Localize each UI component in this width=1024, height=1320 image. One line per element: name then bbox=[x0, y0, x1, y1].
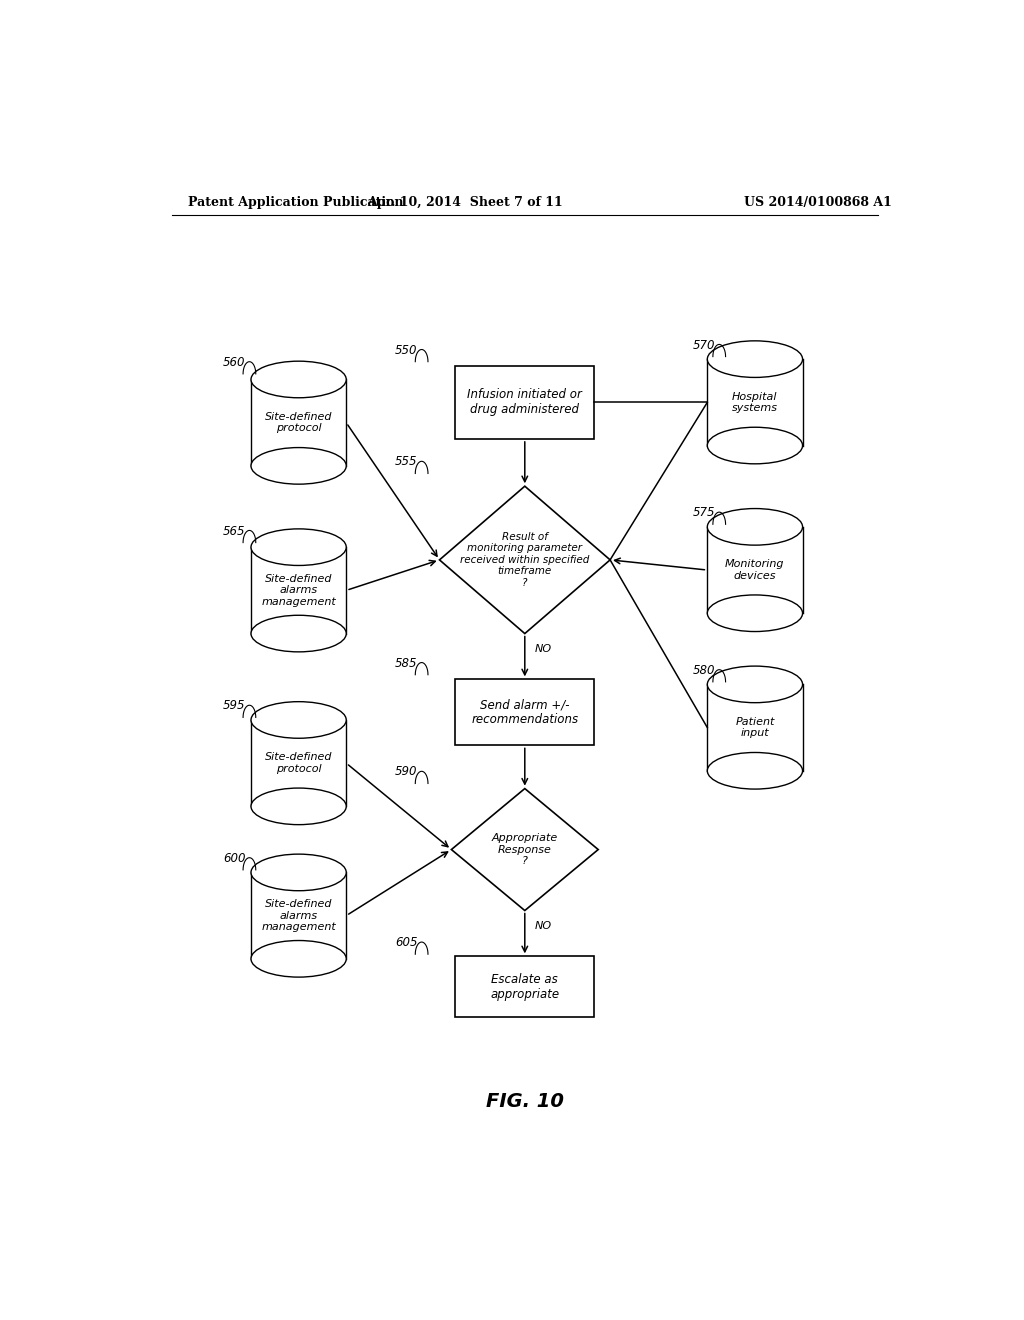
Text: 550: 550 bbox=[395, 343, 418, 356]
Text: US 2014/0100868 A1: US 2014/0100868 A1 bbox=[744, 195, 892, 209]
Text: FIG. 10: FIG. 10 bbox=[485, 1092, 564, 1111]
Bar bbox=[456, 680, 594, 746]
Text: NO: NO bbox=[535, 921, 552, 931]
Text: 600: 600 bbox=[223, 851, 246, 865]
Ellipse shape bbox=[251, 447, 346, 484]
FancyBboxPatch shape bbox=[251, 719, 346, 807]
Text: Result of
monitoring parameter
received within specified
timeframe
?: Result of monitoring parameter received … bbox=[460, 532, 590, 589]
Text: Escalate as
appropriate: Escalate as appropriate bbox=[490, 973, 559, 1001]
FancyBboxPatch shape bbox=[251, 873, 346, 958]
Text: Patent Application Publication: Patent Application Publication bbox=[187, 195, 403, 209]
Text: 555: 555 bbox=[395, 455, 418, 469]
Polygon shape bbox=[452, 788, 598, 911]
Ellipse shape bbox=[251, 854, 346, 891]
Text: Site-defined
alarms
management: Site-defined alarms management bbox=[261, 899, 336, 932]
Text: 575: 575 bbox=[693, 507, 715, 519]
Ellipse shape bbox=[708, 595, 803, 631]
Text: Hospital
systems: Hospital systems bbox=[732, 392, 778, 413]
FancyBboxPatch shape bbox=[251, 548, 346, 634]
Text: 595: 595 bbox=[223, 700, 246, 713]
Text: 560: 560 bbox=[223, 356, 246, 368]
Ellipse shape bbox=[251, 788, 346, 825]
Ellipse shape bbox=[251, 362, 346, 397]
Ellipse shape bbox=[708, 508, 803, 545]
Text: Appropriate
Response
?: Appropriate Response ? bbox=[492, 833, 558, 866]
Ellipse shape bbox=[251, 702, 346, 738]
Polygon shape bbox=[439, 486, 610, 634]
Text: Infusion initiated or
drug administered: Infusion initiated or drug administered bbox=[467, 388, 583, 416]
Ellipse shape bbox=[708, 667, 803, 702]
Ellipse shape bbox=[708, 428, 803, 463]
Text: NO: NO bbox=[535, 644, 552, 653]
Bar bbox=[456, 366, 594, 440]
Text: 590: 590 bbox=[395, 766, 418, 779]
Text: Site-defined
protocol: Site-defined protocol bbox=[265, 752, 333, 774]
Ellipse shape bbox=[251, 941, 346, 977]
Text: Monitoring
devices: Monitoring devices bbox=[725, 560, 784, 581]
Text: 570: 570 bbox=[693, 338, 715, 351]
Text: Patient
input: Patient input bbox=[735, 717, 774, 738]
Bar bbox=[456, 956, 594, 1018]
Ellipse shape bbox=[708, 752, 803, 789]
FancyBboxPatch shape bbox=[708, 527, 803, 614]
Ellipse shape bbox=[251, 529, 346, 565]
Text: 565: 565 bbox=[223, 524, 246, 537]
FancyBboxPatch shape bbox=[251, 379, 346, 466]
Ellipse shape bbox=[708, 341, 803, 378]
FancyBboxPatch shape bbox=[708, 684, 803, 771]
Text: Site-defined
protocol: Site-defined protocol bbox=[265, 412, 333, 433]
Text: 580: 580 bbox=[693, 664, 715, 677]
Text: 605: 605 bbox=[395, 936, 418, 949]
Text: Apr. 10, 2014  Sheet 7 of 11: Apr. 10, 2014 Sheet 7 of 11 bbox=[368, 195, 563, 209]
FancyBboxPatch shape bbox=[708, 359, 803, 446]
Ellipse shape bbox=[251, 615, 346, 652]
Text: 585: 585 bbox=[395, 656, 418, 669]
Text: Site-defined
alarms
management: Site-defined alarms management bbox=[261, 574, 336, 607]
Text: Send alarm +/-
recommendations: Send alarm +/- recommendations bbox=[471, 698, 579, 726]
